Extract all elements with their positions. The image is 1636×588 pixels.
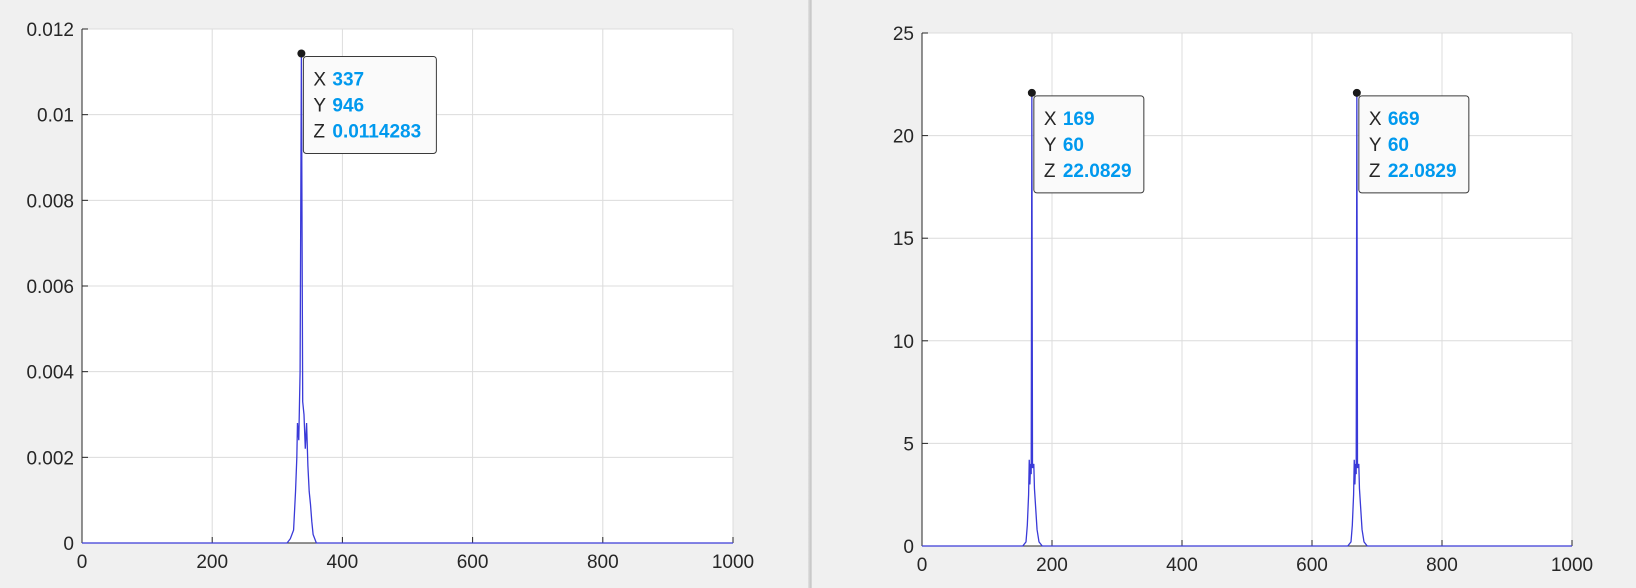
datatip[interactable]: X 669 Y 60 Z 22.0829 (1358, 95, 1470, 194)
y-tick-label: 0.002 (26, 448, 74, 469)
datatip-value: 22.0829 (1063, 161, 1132, 182)
datatip-key: Z (1369, 161, 1381, 182)
y-tick-label: 0.004 (26, 363, 74, 384)
x-tick-label: 800 (1426, 555, 1458, 576)
datatip-box (1033, 95, 1145, 194)
x-tick-label: 600 (1296, 555, 1328, 576)
series-line (922, 92, 1572, 547)
datatip[interactable]: X 169 Y 60 Z 22.0829 (1033, 95, 1145, 194)
datatip-value: 60 (1388, 135, 1409, 156)
y-tick-label: 0.01 (37, 106, 74, 127)
y-tick-label: 0 (903, 537, 914, 558)
y-tick-label: 20 (893, 127, 914, 148)
datatip-value: 169 (1063, 109, 1095, 130)
datatip-key: Y (1044, 135, 1057, 156)
datatip-box (302, 55, 437, 154)
x-tick-label: 600 (457, 552, 489, 573)
datatip-value: 0.0114283 (332, 121, 421, 142)
x-tick-label: 200 (196, 552, 228, 573)
left-chart[interactable]: 0 200 400 600 800 1000 0 0.002 0.004 0.006 0.008 0.… (0, 0, 810, 588)
x-tick-label: 0 (77, 552, 88, 573)
datatip-key: Z (1044, 161, 1056, 182)
right-chart[interactable]: 0 200 400 600 800 1000 0 5 10 15 20 25 X 169 Y 60 Z 22.08… (812, 0, 1636, 588)
datatip-value: 22.0829 (1388, 161, 1457, 182)
y-tick-label: 0 (63, 534, 74, 555)
datatip-key: X (1044, 109, 1057, 130)
right-axes-panel: 0 200 400 600 800 1000 0 5 10 15 20 25 X 169 Y 60 Z 22.08… (812, 0, 1636, 588)
y-tick-label: 0.006 (26, 277, 74, 298)
x-tick-label: 400 (1166, 555, 1198, 576)
x-tick-label: 800 (587, 552, 619, 573)
x-tick-label: 1000 (712, 552, 754, 573)
y-tick-label: 15 (893, 229, 914, 250)
datatip-key: Y (1369, 135, 1382, 156)
datatip-value: 60 (1063, 135, 1084, 156)
y-tick-label: 0.008 (26, 191, 74, 212)
datatip-key: X (1369, 109, 1382, 130)
plot-area (922, 33, 1572, 546)
x-tick-label: 400 (327, 552, 359, 573)
datatip[interactable]: X 337 Y 946 Z 0.0114283 (302, 55, 437, 154)
y-tick-label: 25 (893, 24, 914, 45)
datatip-key: X (313, 69, 326, 90)
datatip-marker[interactable] (1027, 88, 1036, 97)
x-tick-label: 1000 (1551, 555, 1593, 576)
y-tick-label: 5 (903, 434, 914, 455)
x-tick-label: 200 (1036, 555, 1068, 576)
figure-divider (808, 0, 814, 588)
datatip-key: Z (313, 121, 325, 142)
datatip-marker[interactable] (1352, 88, 1361, 97)
y-tick-label: 10 (893, 332, 914, 353)
datatip-value: 946 (332, 95, 364, 116)
x-tick-label: 0 (917, 555, 928, 576)
left-axes-panel: 0 200 400 600 800 1000 0 0.002 0.004 0.006 0.008 0.… (0, 0, 810, 588)
datatip-value: 669 (1388, 109, 1420, 130)
series-line (82, 53, 733, 544)
datatip-value: 337 (332, 69, 364, 90)
y-tick-label: 0.012 (26, 20, 74, 41)
datatip-box (1358, 95, 1470, 194)
datatip-key: Y (313, 95, 326, 116)
datatip-marker[interactable] (297, 49, 306, 58)
